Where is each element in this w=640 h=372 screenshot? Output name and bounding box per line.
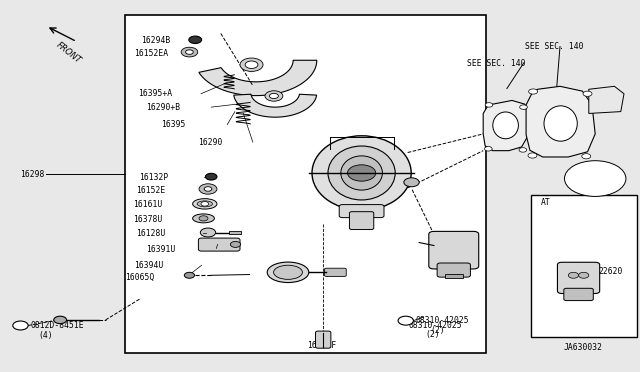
Text: 16290: 16290	[198, 138, 223, 147]
Text: S: S	[403, 318, 408, 324]
Text: 16298: 16298	[20, 170, 45, 179]
Circle shape	[199, 184, 217, 194]
Circle shape	[484, 147, 492, 151]
Circle shape	[568, 272, 579, 278]
Polygon shape	[589, 86, 624, 113]
Ellipse shape	[193, 214, 214, 223]
Text: 16298F: 16298F	[307, 341, 337, 350]
Text: 16394U: 16394U	[134, 262, 164, 270]
FancyBboxPatch shape	[429, 231, 479, 269]
Circle shape	[265, 91, 283, 101]
FancyBboxPatch shape	[437, 263, 470, 277]
Circle shape	[529, 89, 538, 94]
Circle shape	[200, 228, 216, 237]
Text: 16290+B: 16290+B	[146, 103, 180, 112]
Text: 16161U: 16161U	[133, 200, 163, 209]
Circle shape	[404, 178, 419, 187]
FancyBboxPatch shape	[339, 205, 384, 218]
Text: 08310-42025: 08310-42025	[408, 321, 462, 330]
Ellipse shape	[493, 112, 518, 139]
Circle shape	[204, 187, 212, 191]
Text: 16128U: 16128U	[136, 229, 166, 238]
Circle shape	[189, 36, 202, 44]
Bar	[445, 274, 463, 278]
Circle shape	[54, 316, 67, 324]
Text: (4): (4)	[38, 331, 53, 340]
Ellipse shape	[193, 199, 217, 209]
Ellipse shape	[328, 146, 396, 200]
Circle shape	[269, 93, 278, 99]
Bar	[531, 195, 637, 337]
Ellipse shape	[268, 262, 309, 283]
Circle shape	[583, 91, 592, 96]
Text: 16395+A: 16395+A	[138, 89, 172, 98]
Polygon shape	[526, 86, 595, 157]
Bar	[229, 231, 241, 234]
Bar	[125, 15, 486, 353]
Circle shape	[528, 153, 537, 158]
FancyBboxPatch shape	[198, 238, 240, 251]
Text: 16065Q: 16065Q	[125, 273, 154, 282]
Ellipse shape	[340, 156, 383, 190]
Circle shape	[201, 202, 209, 206]
Circle shape	[186, 50, 193, 54]
Ellipse shape	[197, 201, 212, 207]
Text: (2): (2)	[426, 330, 440, 339]
Circle shape	[564, 161, 626, 196]
FancyBboxPatch shape	[564, 288, 593, 301]
Text: 16294B: 16294B	[141, 36, 170, 45]
Ellipse shape	[274, 265, 302, 279]
Text: 16152EA: 16152EA	[134, 49, 168, 58]
Text: 16395: 16395	[161, 120, 186, 129]
Circle shape	[582, 154, 591, 159]
Circle shape	[205, 173, 217, 180]
Circle shape	[240, 58, 263, 71]
FancyBboxPatch shape	[557, 262, 600, 294]
Text: (2): (2)	[430, 326, 445, 335]
Ellipse shape	[312, 136, 412, 210]
Polygon shape	[234, 94, 317, 117]
Text: 0812D-8451E: 0812D-8451E	[31, 321, 84, 330]
Text: 16152E: 16152E	[136, 186, 166, 195]
Circle shape	[13, 321, 28, 330]
FancyBboxPatch shape	[316, 331, 331, 348]
Polygon shape	[483, 100, 528, 151]
Circle shape	[199, 216, 208, 221]
Text: 22620: 22620	[598, 267, 623, 276]
Text: 16132P: 16132P	[140, 173, 169, 182]
Circle shape	[230, 241, 241, 247]
Text: 08310-42025: 08310-42025	[416, 316, 470, 325]
Text: SEE SEC. 140: SEE SEC. 140	[525, 42, 583, 51]
Text: AT: AT	[541, 198, 550, 207]
Text: B: B	[18, 323, 23, 328]
Circle shape	[520, 105, 527, 109]
Text: 16391U: 16391U	[146, 245, 175, 254]
Text: SEE SEC. 140: SEE SEC. 140	[467, 59, 525, 68]
Circle shape	[181, 47, 198, 57]
Circle shape	[184, 272, 195, 278]
Circle shape	[245, 61, 258, 68]
Circle shape	[485, 103, 493, 107]
Text: 22620: 22620	[451, 244, 476, 253]
Text: FRONT: FRONT	[55, 41, 83, 65]
Circle shape	[348, 165, 376, 181]
Text: JA630032: JA630032	[563, 343, 602, 352]
Circle shape	[398, 316, 413, 325]
Circle shape	[519, 148, 527, 152]
Polygon shape	[199, 60, 317, 96]
Ellipse shape	[544, 106, 577, 141]
FancyBboxPatch shape	[324, 268, 346, 276]
FancyBboxPatch shape	[349, 212, 374, 230]
Text: 16378U: 16378U	[133, 215, 163, 224]
Circle shape	[579, 272, 589, 278]
